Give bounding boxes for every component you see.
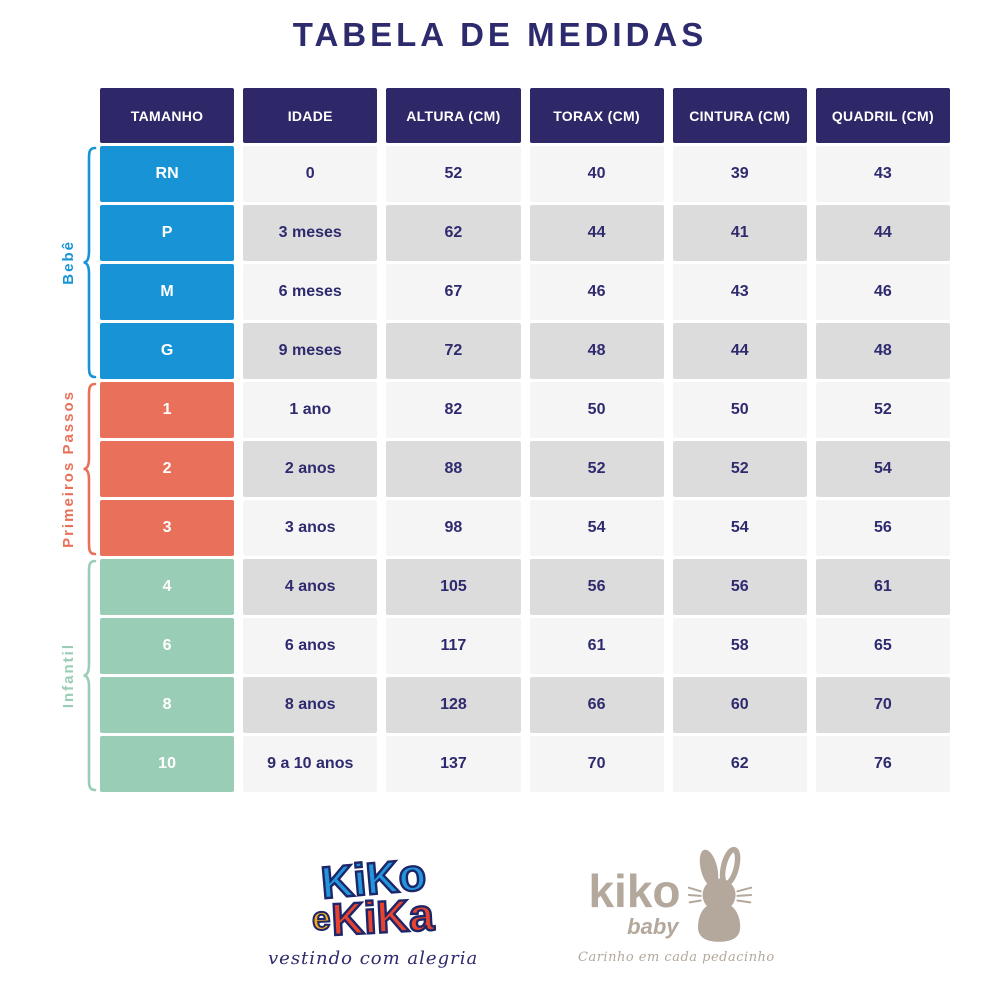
value-cell: 52: [529, 441, 664, 497]
value-cell: 6 anos: [243, 618, 378, 674]
column-header: TORAX (CM): [529, 88, 664, 143]
value-cell: 43: [815, 146, 950, 202]
size-table-grid: TAMANHO IDADE ALTURA (CM) TORAX (CM) CINTURA…: [100, 88, 950, 792]
value-cell: 52: [386, 146, 521, 202]
kiko-e-kika-logo: KiKo eKiKa vestindo com alegria: [268, 847, 479, 969]
value-cell: 50: [529, 382, 664, 438]
kika-wordmark: KiKa: [329, 888, 436, 947]
value-cell: 0: [243, 146, 378, 202]
value-cell: 61: [529, 618, 664, 674]
column-header: ALTURA (CM): [386, 88, 521, 143]
value-cell: 41: [672, 205, 807, 261]
value-cell: 56: [815, 500, 950, 556]
group-label-infantil: Infantil: [60, 642, 77, 709]
value-cell: 128: [386, 677, 521, 733]
value-cell: 44: [815, 205, 950, 261]
size-cell: RN: [100, 146, 235, 202]
group-label-bebe: Bebê: [60, 240, 77, 285]
value-cell: 48: [529, 323, 664, 379]
value-cell: 105: [386, 559, 521, 615]
value-cell: 137: [386, 736, 521, 792]
column-header: TAMANHO: [100, 88, 235, 143]
kiko-baby-tagline: Carinho em cada pedacinho: [578, 950, 775, 965]
group-rail: Bebê Primeiros Passos Infantil: [38, 88, 98, 798]
value-cell: 48: [815, 323, 950, 379]
value-cell: 66: [529, 677, 664, 733]
value-cell: 40: [529, 146, 664, 202]
column-header: QUADRIL (CM): [815, 88, 950, 143]
kiko-e-connector: e: [310, 898, 332, 938]
value-cell: 67: [386, 264, 521, 320]
bunny-icon: [687, 846, 752, 942]
size-cell: 6: [100, 618, 235, 674]
value-cell: 88: [386, 441, 521, 497]
value-cell: 54: [815, 441, 950, 497]
size-cell: 10: [100, 736, 235, 792]
brace-bebe-icon: [83, 146, 97, 379]
size-cell: 8: [100, 677, 235, 733]
group-primeiros-passos: Primeiros Passos: [38, 382, 98, 556]
value-cell: 117: [386, 618, 521, 674]
value-cell: 52: [815, 382, 950, 438]
brace-infantil-icon: [83, 559, 97, 792]
column-header: CINTURA (CM): [672, 88, 807, 143]
value-cell: 8 anos: [243, 677, 378, 733]
group-infantil: Infantil: [38, 559, 98, 792]
value-cell: 44: [529, 205, 664, 261]
value-cell: 56: [672, 559, 807, 615]
size-cell: 4: [100, 559, 235, 615]
value-cell: 9 a 10 anos: [243, 736, 378, 792]
size-cell: 2: [100, 441, 235, 497]
value-cell: 3 anos: [243, 500, 378, 556]
value-cell: 6 meses: [243, 264, 378, 320]
kiko-baby-wordmark: kiko: [588, 865, 681, 918]
value-cell: 56: [529, 559, 664, 615]
size-cell: 1: [100, 382, 235, 438]
value-cell: 62: [386, 205, 521, 261]
value-cell: 70: [815, 677, 950, 733]
value-cell: 46: [529, 264, 664, 320]
group-bebe: Bebê: [38, 146, 98, 379]
value-cell: 76: [815, 736, 950, 792]
page-title: TABELA DE MEDIDAS: [292, 16, 708, 53]
value-cell: 65: [815, 618, 950, 674]
value-cell: 70: [529, 736, 664, 792]
value-cell: 72: [386, 323, 521, 379]
kiko-baby-logo: kiko baby Carinh: [578, 846, 775, 965]
value-cell: 3 meses: [243, 205, 378, 261]
value-cell: 2 anos: [243, 441, 378, 497]
value-cell: 52: [672, 441, 807, 497]
value-cell: 98: [386, 500, 521, 556]
size-cell: M: [100, 264, 235, 320]
value-cell: 44: [672, 323, 807, 379]
value-cell: 46: [815, 264, 950, 320]
value-cell: 43: [672, 264, 807, 320]
group-label-primeiros-passos: Primeiros Passos: [60, 390, 77, 548]
value-cell: 60: [672, 677, 807, 733]
value-cell: 62: [672, 736, 807, 792]
value-cell: 39: [672, 146, 807, 202]
size-cell: P: [100, 205, 235, 261]
column-header: IDADE: [243, 88, 378, 143]
value-cell: 58: [672, 618, 807, 674]
value-cell: 1 ano: [243, 382, 378, 438]
value-cell: 54: [529, 500, 664, 556]
kiko-e-kika-tagline: vestindo com alegria: [268, 948, 479, 969]
kiko-baby-sub: baby: [627, 913, 679, 939]
size-cell: G: [100, 323, 235, 379]
value-cell: 4 anos: [243, 559, 378, 615]
brace-primeiros-passos-icon: [83, 382, 97, 556]
value-cell: 61: [815, 559, 950, 615]
value-cell: 54: [672, 500, 807, 556]
size-cell: 3: [100, 500, 235, 556]
value-cell: 9 meses: [243, 323, 378, 379]
value-cell: 82: [386, 382, 521, 438]
value-cell: 50: [672, 382, 807, 438]
